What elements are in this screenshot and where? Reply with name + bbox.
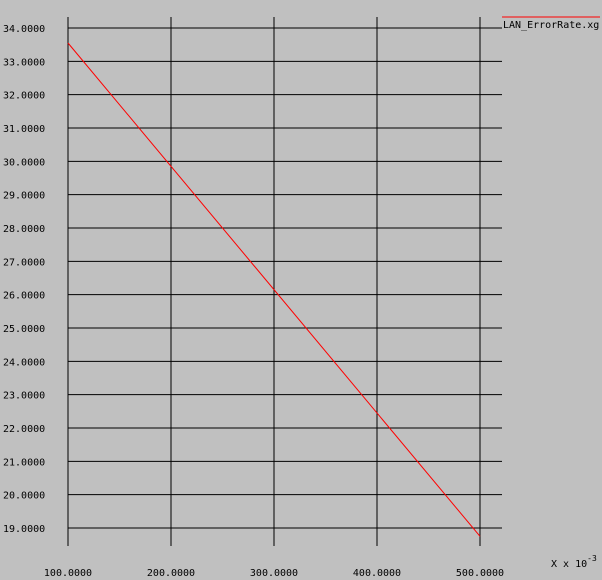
y-tick-label: 21.0000: [3, 457, 45, 468]
x-tick-label: 500.0000: [456, 568, 504, 579]
y-tick-label: 22.0000: [3, 424, 45, 435]
y-tick-label: 34.0000: [3, 24, 45, 35]
y-tick-label: 32.0000: [3, 91, 45, 102]
y-tick-label: 19.0000: [3, 524, 45, 535]
y-tick-label: 30.0000: [3, 157, 45, 168]
legend: LAN_ErrorRate.xg: [502, 16, 600, 31]
x-tick-label: 300.0000: [250, 568, 298, 579]
y-tick-label: 33.0000: [3, 57, 45, 68]
y-tick-label: 28.0000: [3, 224, 45, 235]
y-tick-label: 23.0000: [3, 391, 45, 402]
x-tick-labels: 100.0000 200.0000 300.0000 400.0000 500.0000: [44, 568, 504, 579]
x-tick-label: 200.0000: [147, 568, 195, 579]
grid: [67, 17, 502, 546]
y-tick-label: 27.0000: [3, 257, 45, 268]
x-tick-label: 400.0000: [353, 568, 401, 579]
y-tick-labels: 19.0000 20.0000 21.0000 22.0000 23.0000 24.00…: [3, 24, 45, 535]
x-scale-base: X x 10: [551, 559, 587, 570]
y-tick-label: 31.0000: [3, 124, 45, 135]
legend-label-lan-error-rate: LAN_ErrorRate.xg: [503, 20, 599, 31]
y-tick-label: 29.0000: [3, 191, 45, 202]
x-scale-exponent: -3: [587, 554, 597, 563]
series-line-lan-error-rate: [67, 42, 481, 537]
x-scale-label: X x 10-3: [551, 554, 597, 570]
y-tick-label: 24.0000: [3, 357, 45, 368]
y-tick-label: 26.0000: [3, 291, 45, 302]
y-tick-label: 25.0000: [3, 324, 45, 335]
y-tick-label: 20.0000: [3, 491, 45, 502]
series-lines: [67, 42, 481, 537]
x-tick-label: 100.0000: [44, 568, 92, 579]
